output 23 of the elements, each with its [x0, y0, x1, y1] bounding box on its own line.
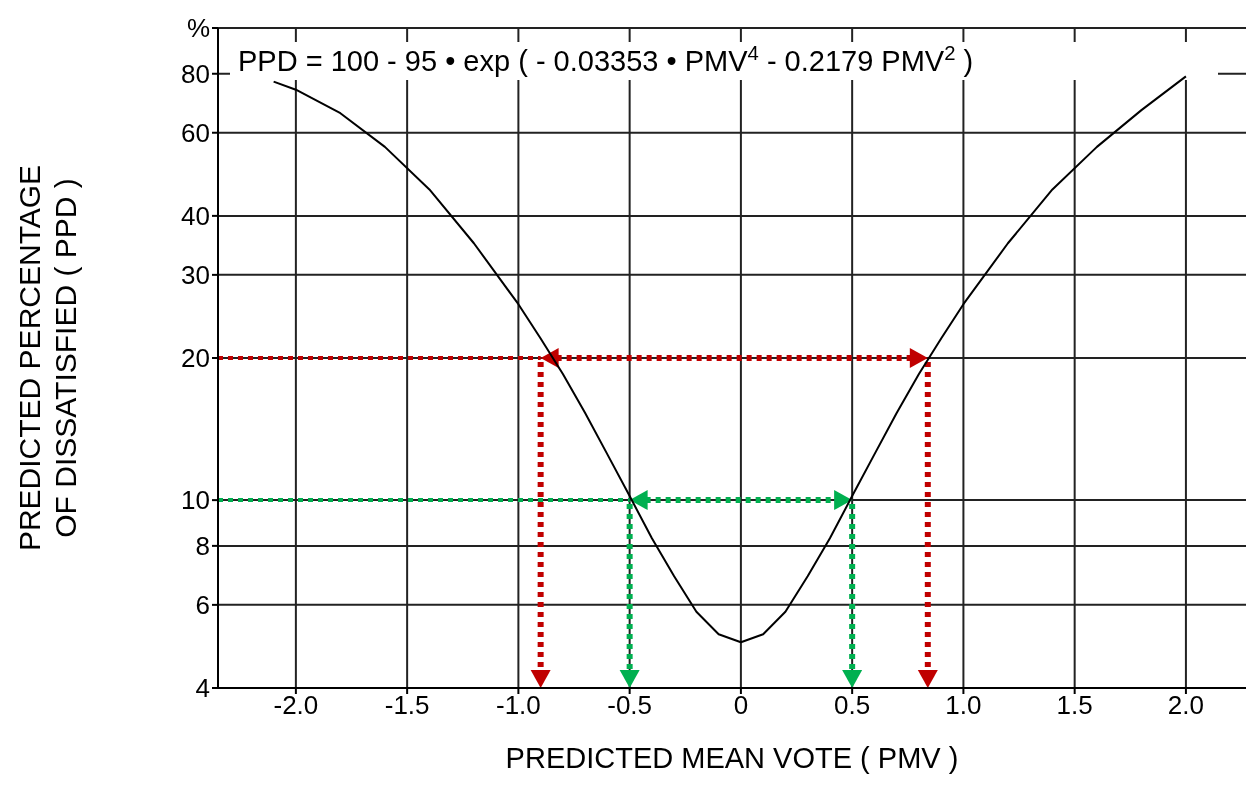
line-series [272, 75, 1187, 644]
y-axis-title: PREDICTED PERCENTAGE OF DISSATISFIED ( PPD ) [13, 164, 82, 552]
y-tick-label: 80 [181, 58, 210, 89]
y-tick-label: 30 [181, 260, 210, 291]
x-tick-label: -2.0 [273, 690, 319, 721]
x-tick-label: -0.5 [607, 690, 653, 721]
x-axis-title: PREDICTED MEAN VOTE ( PMV ) [505, 742, 959, 774]
x-tick-label: 1.0 [945, 690, 982, 721]
x-tick-label: 1.5 [1056, 690, 1093, 721]
x-tick-label: 2.0 [1167, 690, 1204, 721]
y-tick-label: 60 [181, 117, 210, 148]
y-tick-label: % [186, 13, 210, 44]
y-tick-label: 8 [195, 531, 210, 562]
y-tick-label: 4 [195, 673, 210, 704]
y-tick-label: 20 [181, 343, 210, 374]
x-tick-label: -1.5 [384, 690, 430, 721]
annotation: PPD = 100 - 95 • exp ( - 0.03353 • PMV$^{4}$ - 0.2179 PMV$^{2}$ ) [238, 42, 974, 77]
x-tick-label: -1.0 [495, 690, 541, 721]
y-tick-label: 40 [181, 201, 210, 232]
x-tick-label: 0 [733, 690, 749, 721]
x-tick-label: 0.5 [834, 690, 871, 721]
y-tick-label: 6 [195, 590, 210, 621]
y-tick-label: 10 [181, 485, 210, 516]
